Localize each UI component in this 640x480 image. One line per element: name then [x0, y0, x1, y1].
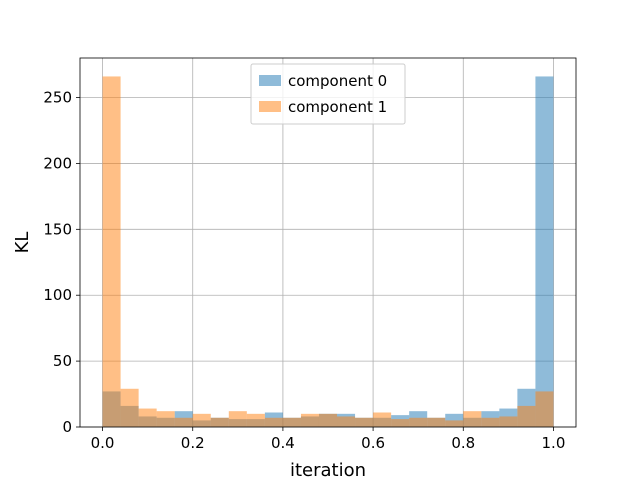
bar-series-1-bin-8: [246, 413, 265, 427]
bar-series-1-bin-9: [264, 417, 283, 427]
y-tick-label: 250: [43, 89, 72, 107]
bar-series-1-bin-22: [499, 416, 518, 427]
bar-series-1-bin-7: [228, 411, 247, 427]
x-tick-label: 0.4: [271, 434, 295, 452]
x-tick-label: 0.6: [361, 434, 385, 452]
bar-series-1-bin-18: [427, 417, 446, 427]
bar-series-1-bin-0: [102, 76, 121, 427]
bar-series-1-bin-4: [174, 417, 193, 427]
bar-series-1-bin-24: [535, 391, 554, 427]
bar-series-1-bin-20: [463, 411, 482, 427]
bar-series-1-bin-1: [120, 388, 139, 427]
y-tick-label: 50: [53, 352, 72, 370]
legend-swatch-0: [259, 75, 281, 86]
bar-series-1-bin-11: [300, 413, 319, 427]
bar-series-0-bin-24: [535, 76, 554, 427]
bar-series-1-bin-5: [192, 413, 211, 427]
y-tick-label: 150: [43, 220, 72, 238]
bar-series-1-bin-21: [481, 417, 500, 427]
x-tick-label: 1.0: [542, 434, 566, 452]
bar-series-1-bin-15: [373, 412, 392, 427]
legend-swatch-1: [259, 101, 281, 112]
y-axis-label: KL: [12, 232, 33, 254]
y-tick-label: 100: [43, 286, 72, 304]
legend: component 0 component 1: [250, 63, 406, 125]
bar-series-1-bin-19: [445, 420, 464, 427]
axis-ticks: 0.0 0.2 0.4 0.6 0.8 1.0 0 50 100 150 200 250: [43, 89, 565, 452]
bar-series-1-bin-17: [409, 417, 428, 427]
bar-series-1-bin-10: [282, 417, 301, 427]
histogram-bars: [102, 76, 554, 427]
y-tick-label: 200: [43, 154, 72, 172]
legend-label-0: component 0: [288, 72, 387, 90]
y-tick-label: 0: [62, 418, 72, 436]
bar-series-1-bin-16: [391, 419, 410, 427]
bar-series-1-bin-12: [318, 413, 338, 427]
x-tick-label: 0.0: [91, 434, 115, 452]
x-tick-label: 0.8: [451, 434, 475, 452]
x-tick-label: 0.2: [181, 434, 205, 452]
x-axis-label: iteration: [290, 460, 366, 480]
plot-frame: [79, 57, 577, 428]
bar-series-1-bin-6: [210, 417, 229, 427]
bar-series-1-bin-2: [138, 408, 157, 427]
bar-series-1-bin-23: [517, 405, 536, 427]
legend-label-1: component 1: [288, 98, 387, 116]
bar-series-1-bin-3: [156, 411, 175, 427]
legend-box: [250, 63, 406, 125]
bar-series-1-bin-13: [337, 416, 356, 427]
bar-series-1-bin-14: [355, 417, 374, 427]
